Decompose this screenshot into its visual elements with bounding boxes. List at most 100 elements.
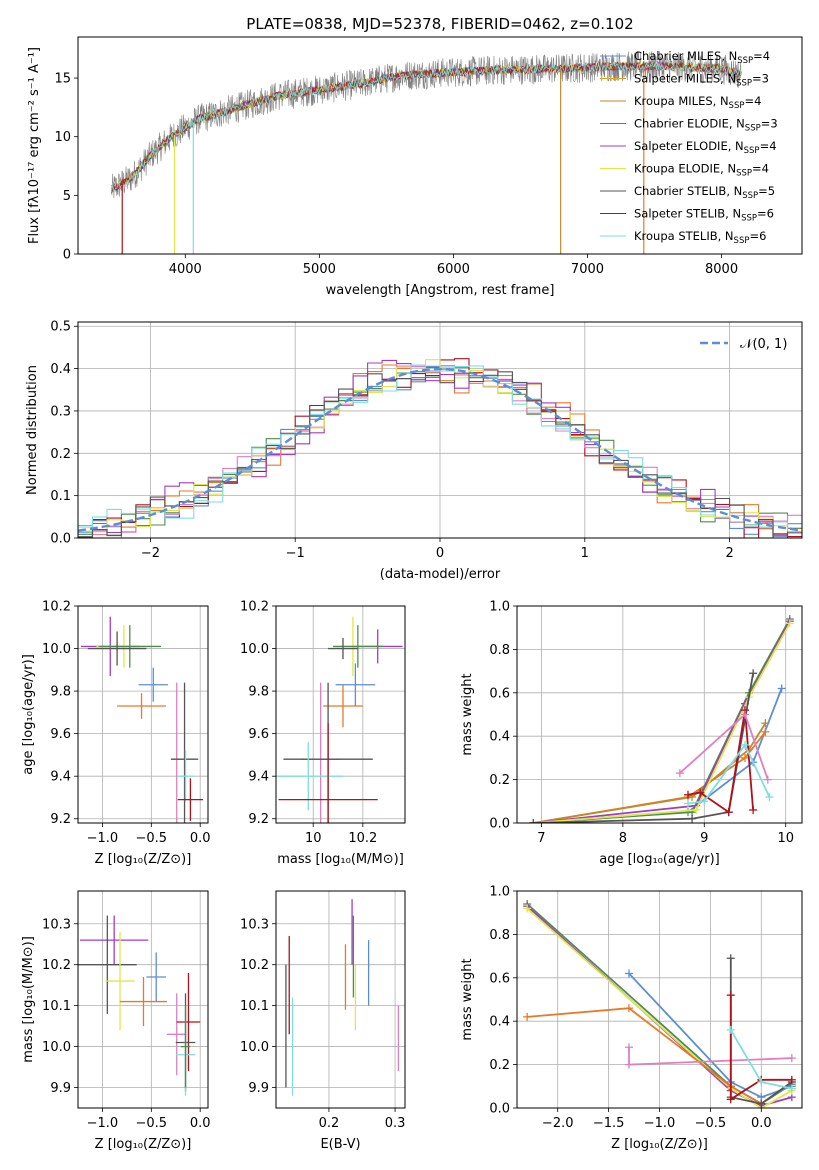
weight-vs-Z-xtick-label: −1.5: [593, 1116, 625, 1131]
spectrum-ytick-label: 5: [63, 189, 71, 204]
legend-label-sub: SSP: [736, 169, 752, 179]
legend-label-tail: =4: [760, 139, 777, 153]
mass-vs-Z-ytick-label: 10.2: [42, 958, 71, 973]
mass-vs-Z-frame: [77, 890, 209, 1109]
residuals-ytick-label: 0.2: [50, 447, 71, 462]
weight-vs-age-ytick-label: 0.8: [489, 643, 510, 658]
residuals-legend: 𝒩(0, 1): [700, 337, 787, 352]
weight-vs-Z-xlabel: Z [log₁₀(Z/Z⊙)]: [611, 1137, 708, 1152]
mass-vs-EBV-axes: 0.2 0.3 9.9 10.0 10.1 10.2 10.3 E(B-V): [240, 891, 405, 1152]
age-vs-mass-xtick-label: 10: [305, 831, 322, 846]
weight-vs-age-series-5: [533, 622, 791, 823]
mass-vs-Z-ytick-label: 10.1: [42, 999, 71, 1014]
weight-vs-age-ytick-label: 0.0: [489, 817, 510, 832]
residuals-xlabel: (data-model)/error: [380, 567, 501, 582]
weight-vs-Z-ytick-label: 0.4: [489, 1015, 510, 1030]
mass-vs-EBV-ytick-label: 10.2: [240, 958, 269, 973]
legend-label-tail: =6: [757, 207, 774, 221]
legend-label-tail: =5: [758, 184, 775, 198]
histogram-series-6: [78, 359, 802, 533]
residuals-ytick-label: 0.0: [50, 532, 71, 547]
age-vs-mass-ytick-label: 9.2: [248, 812, 269, 827]
mass-vs-Z-ylabel: mass [log₁₀(M/M⊙)]: [21, 936, 36, 1063]
age-vs-mass-ytick-label: 10.2: [240, 600, 269, 615]
residuals-xtick-label: 2: [725, 546, 733, 561]
weight-vs-Z-series-7: [729, 995, 792, 1101]
mass-vs-EBV-ytick-label: 9.9: [248, 1081, 269, 1096]
weight-vs-age-plot-area: [529, 615, 794, 823]
residuals-ytick-label: 0.1: [50, 489, 71, 504]
figure-title: PLATE=0838, MJD=52378, FIBERID=0462, z=0…: [246, 15, 633, 33]
legend-label-sub: SSP: [745, 124, 761, 134]
residuals-xtick-label: 1: [581, 546, 589, 561]
age-vs-mass-ytick-label: 10.0: [240, 642, 269, 657]
weight-vs-age-ytick-label: 0.6: [489, 686, 510, 701]
legend-label: Chabrier ELODIE, NSSP=3: [634, 117, 778, 134]
age-vs-mass-ytick-label: 9.6: [248, 727, 269, 742]
legend-label-sub: SSP: [734, 236, 750, 246]
legend-label-tail: =4: [752, 162, 769, 176]
legend-label-sub: SSP: [736, 79, 752, 89]
weight-vs-age-series-7: [687, 710, 754, 814]
mass-vs-Z-ytick-label: 10.3: [42, 917, 71, 932]
age-vs-Z-xlabel: Z [log₁₀(Z/Z⊙)]: [95, 852, 192, 867]
legend-label: Chabrier MILES, NSSP=4: [634, 49, 770, 66]
mass-vs-EBV-frame: [275, 890, 406, 1109]
age-vs-mass-ytick-label: 9.8: [248, 685, 269, 700]
spectrum-xtick-label: 7000: [571, 262, 604, 277]
mass-vs-Z-plot-area: [78, 915, 201, 1096]
residuals-xtick-label: −2: [141, 546, 160, 561]
gaussian-reference-line: [78, 367, 802, 532]
age-vs-Z-ytick-label: 9.2: [50, 812, 71, 827]
legend-label: Kroupa ELODIE, NSSP=4: [634, 162, 769, 179]
weight-vs-Z-xtick-label: −0.5: [695, 1116, 727, 1131]
legend-label: Kroupa STELIB, NSSP=6: [634, 229, 766, 246]
spectrum-plot-area: [111, 51, 742, 254]
legend-label-sub: SSP: [742, 191, 758, 201]
legend-label: 𝒩(0, 1): [740, 337, 787, 352]
age-vs-Z-ytick-label: 9.4: [50, 770, 71, 785]
mass-vs-Z-xtick-label: −0.5: [136, 1116, 168, 1131]
age-vs-Z-ytick-label: 10.2: [42, 600, 71, 615]
spectrum-ylabel: Flux [fλ10⁻¹⁷ erg cm⁻² s⁻¹ A⁻¹]: [27, 47, 42, 244]
age-vs-mass-xtick-label: 10.2: [348, 831, 377, 846]
weight-vs-Z-ytick-label: 0.8: [489, 928, 510, 943]
mass-vs-Z-ytick-label: 10.0: [42, 1040, 71, 1055]
weight-vs-age-series-1: [533, 731, 767, 823]
weight-vs-age-xlabel: age [log₁₀(age/yr)]: [599, 852, 720, 867]
legend-label-sub: SSP: [741, 214, 757, 224]
residuals-ytick-label: 0.5: [50, 320, 71, 335]
legend-label: Chabrier STELIB, NSSP=5: [634, 184, 775, 201]
residuals-ytick-label: 0.4: [50, 362, 71, 377]
weight-vs-Z-plot-area: [523, 900, 796, 1108]
weight-vs-Z-ylabel: mass weight: [460, 958, 475, 1040]
residuals-ytick-label: 0.3: [50, 404, 71, 419]
residuals-xtick-label: −1: [286, 546, 305, 561]
weight-vs-Z-ytick-label: 1.0: [489, 885, 510, 900]
weight-vs-Z-ytick-label: 0.0: [489, 1102, 510, 1117]
spectrum-model-kroupa-stelib: [111, 61, 742, 193]
mass-vs-EBV-plot-area: [285, 899, 400, 1096]
weight-vs-age-xtick-label: 8: [619, 831, 627, 846]
age-vs-Z-ytick-label: 9.6: [50, 727, 71, 742]
weight-vs-age-xtick-label: 7: [537, 831, 545, 846]
age-vs-mass-plot-area: [276, 616, 403, 823]
weight-vs-Z-axes: −2.0 −1.5 −1.0 −0.5 0.0 0.0 0.2 0.4 0.6 0.8 1.0 Z […: [460, 885, 802, 1152]
weight-vs-Z-frame: [516, 890, 803, 1109]
mass-vs-Z-xtick-label: −1.0: [87, 1116, 119, 1131]
legend-label: Salpeter STELIB, NSSP=6: [634, 207, 774, 224]
weight-vs-Z-series-2: [526, 907, 793, 1108]
age-vs-mass-xlabel: mass [log₁₀(M/M⊙)]: [277, 852, 404, 867]
spectrum-ytick-label: 10: [54, 130, 71, 145]
mass-vs-Z-axes: −1.0 −0.5 0.0 9.9 10.0 10.1 10.2 10.3 Z [log₁₀(Z…: [21, 891, 211, 1152]
weight-vs-age-xtick-label: 10: [777, 831, 794, 846]
residuals-ylabel: Normed distribution: [25, 365, 40, 495]
mass-vs-Z-ytick-label: 9.9: [50, 1081, 71, 1096]
residuals-axes: −2 −1 0 1 2 0.0 0.1 0.2 0.3 0.4 0.5 (data-model)/er…: [25, 320, 802, 582]
weight-vs-Z-ytick-label: 0.2: [489, 1058, 510, 1073]
residuals-plot-area: [78, 358, 802, 538]
weight-vs-age-series-8: [687, 743, 771, 805]
weight-vs-age-series-2: [533, 722, 767, 823]
age-vs-mass-ytick-label: 9.4: [248, 770, 269, 785]
